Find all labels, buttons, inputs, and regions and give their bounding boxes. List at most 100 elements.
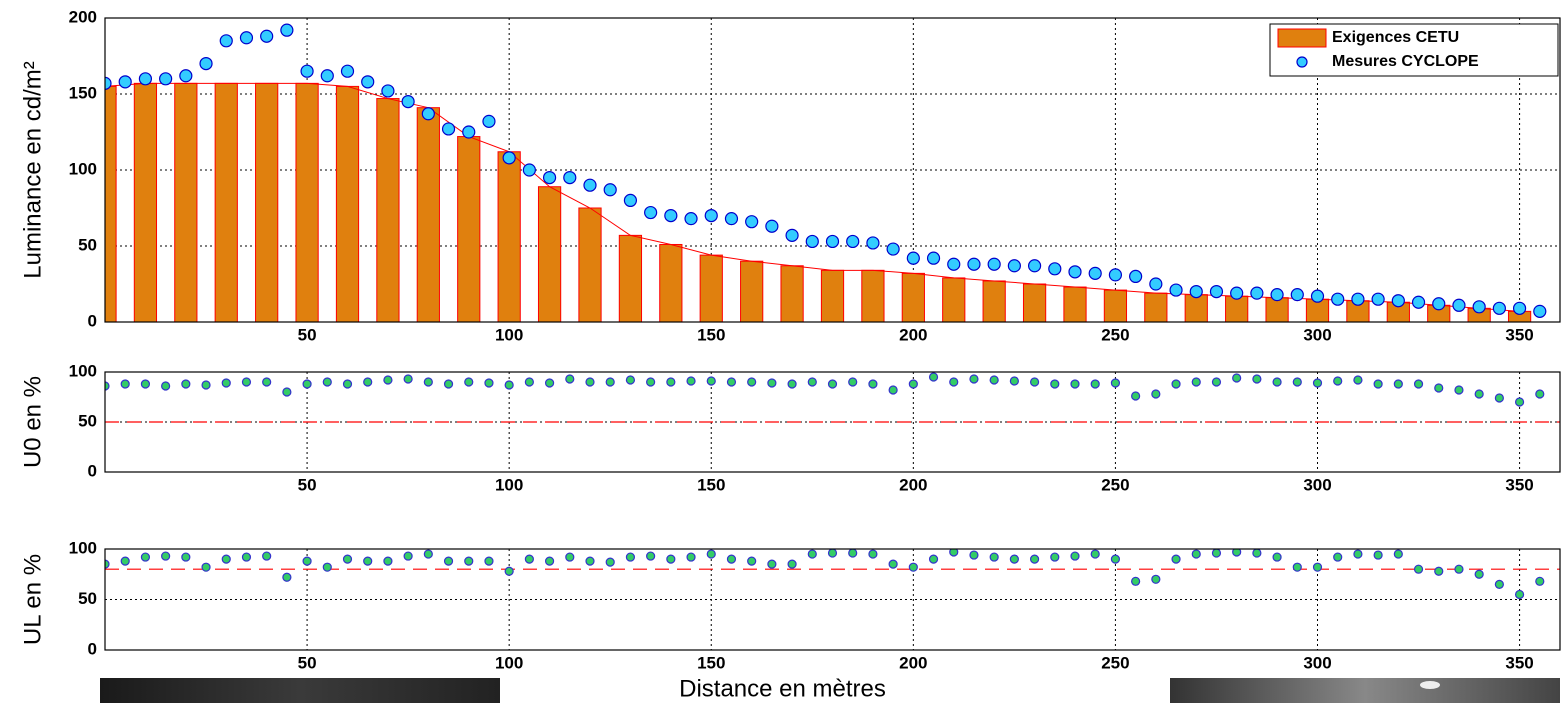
point [1007,259,1021,273]
point [1131,576,1141,586]
bar [497,151,521,322]
point [1393,379,1403,389]
point [1070,551,1080,561]
point [908,379,918,389]
bar [1184,294,1208,322]
point [403,374,413,384]
x-tick-label: 100 [495,653,523,672]
point [105,381,110,391]
point [1090,549,1100,559]
bar [1022,283,1047,322]
point [947,257,961,271]
point [704,209,718,223]
point [807,377,817,387]
point [219,34,233,48]
point [906,251,920,265]
point [989,375,999,385]
point [241,552,252,562]
point [684,212,698,226]
point [1191,549,1201,559]
point [747,556,757,566]
point [1353,375,1363,385]
point [361,75,375,89]
plot-area [105,18,1560,322]
point [886,242,900,256]
bar [901,272,925,322]
point [868,549,878,559]
point [1312,562,1323,572]
point [1371,292,1385,306]
point [724,212,739,226]
point [1068,265,1082,279]
point [363,377,373,387]
point [1252,374,1262,384]
x-tick-label: 300 [1303,475,1331,494]
point [1351,292,1365,306]
point [848,549,858,558]
point [1169,283,1183,297]
point [524,377,534,387]
point [967,257,981,271]
point [381,84,395,98]
bar [740,260,764,322]
x-tick-label: 200 [899,325,927,344]
point [201,380,211,390]
point [787,379,797,389]
point [1048,262,1062,276]
point [827,379,838,389]
point [1149,277,1163,291]
point [1191,377,1201,387]
point [179,69,193,83]
point [1211,377,1222,387]
point [583,178,597,192]
point [928,554,939,564]
point [888,559,898,569]
point [1009,554,1019,564]
point [403,551,413,561]
point [686,376,696,386]
point [666,554,676,564]
point [747,377,757,387]
point [423,549,433,559]
point [664,209,678,223]
point [1494,579,1504,589]
point [502,151,516,165]
y-axis-label: Luminance en cd/m² [19,61,46,278]
bar [457,136,481,322]
bar [1225,295,1249,322]
point [868,379,878,389]
point [504,566,514,576]
point [239,31,254,45]
bar [659,243,683,322]
x-tick-label: 250 [1101,325,1129,344]
point [686,552,696,562]
point [484,378,494,388]
point [949,377,959,387]
point [201,562,211,572]
point [1333,552,1343,562]
bar [174,82,198,322]
point [161,381,171,391]
point [605,557,615,567]
point [1290,288,1304,302]
bar-outline-line [105,82,1520,312]
x-tick-label: 100 [495,325,523,344]
x-tick-label: 350 [1505,653,1533,672]
x-tick-label: 100 [495,475,523,494]
y-tick-label: 150 [69,83,97,102]
point [1050,379,1060,389]
y-tick-label: 0 [88,461,97,480]
x-tick-label: 200 [899,475,927,494]
point [644,205,658,220]
point [1292,562,1302,572]
bar [1063,286,1087,322]
bar [295,82,319,322]
bar [1144,292,1168,322]
point [1171,554,1181,564]
point [987,257,1001,271]
point [120,379,130,389]
point [482,114,496,128]
point [949,549,959,557]
point [1474,389,1484,399]
point [363,556,373,566]
